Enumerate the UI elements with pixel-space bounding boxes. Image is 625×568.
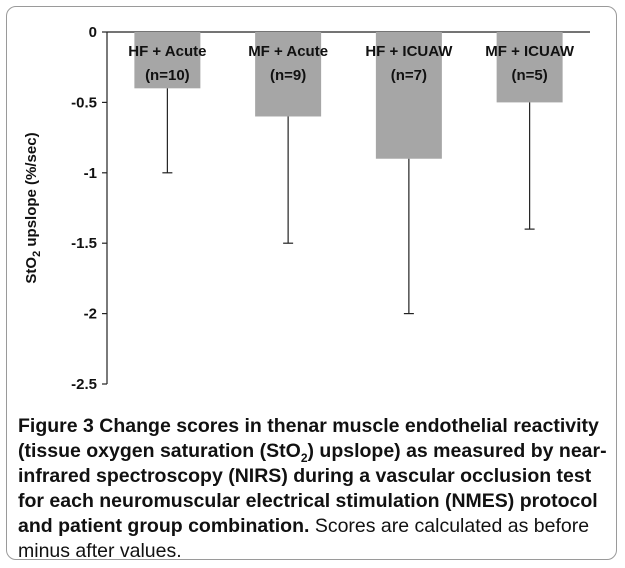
- caption-bold-text-a: Change scores in thenar muscle endotheli…: [18, 415, 599, 462]
- figure-caption: Figure 3 Change scores in thenar muscle …: [18, 414, 610, 564]
- y-axis-label-group: StO2 upslope (%/sec): [23, 132, 43, 283]
- y-tick-label: -1: [84, 165, 97, 182]
- caption-subscript: 2: [300, 450, 308, 465]
- y-tick-label: -0.5: [71, 94, 97, 111]
- bar: [496, 32, 563, 103]
- category-label: MF + Acute: [248, 43, 328, 60]
- caption-bold-text-b: ) upslope) as measured by near-infrared …: [18, 440, 607, 537]
- category-count-label: (n=7): [391, 67, 427, 84]
- category-count-label: (n=10): [145, 67, 190, 84]
- category-count-label: (n=9): [270, 67, 306, 84]
- bar: [134, 32, 201, 89]
- y-axis-label: StO2 upslope (%/sec): [23, 132, 43, 283]
- caption-figure-label: Figure 3: [18, 415, 94, 437]
- category-label: HF + ICUAW: [365, 43, 453, 60]
- category-label: HF + Acute: [128, 43, 206, 60]
- y-tick-label: -2: [84, 306, 97, 323]
- category-count-label: (n=5): [511, 67, 547, 84]
- caption-normal-text: Scores are calculated as before minus af…: [18, 515, 590, 562]
- y-tick-label: 0: [89, 24, 97, 41]
- bar-chart: 0 -0.5 -1 -1.5 -2 -2.5 HF + Acute (n=10) MF + A…: [23, 24, 590, 393]
- category-label: MF + ICUAW: [485, 43, 575, 60]
- bar: [255, 32, 322, 117]
- chart-bars: HF + Acute (n=10) MF + Acute (n=9) HF + ICUA…: [128, 32, 575, 315]
- y-tick-label: -2.5: [71, 376, 97, 393]
- bar: [375, 32, 442, 159]
- y-tick-label: -1.5: [71, 235, 97, 252]
